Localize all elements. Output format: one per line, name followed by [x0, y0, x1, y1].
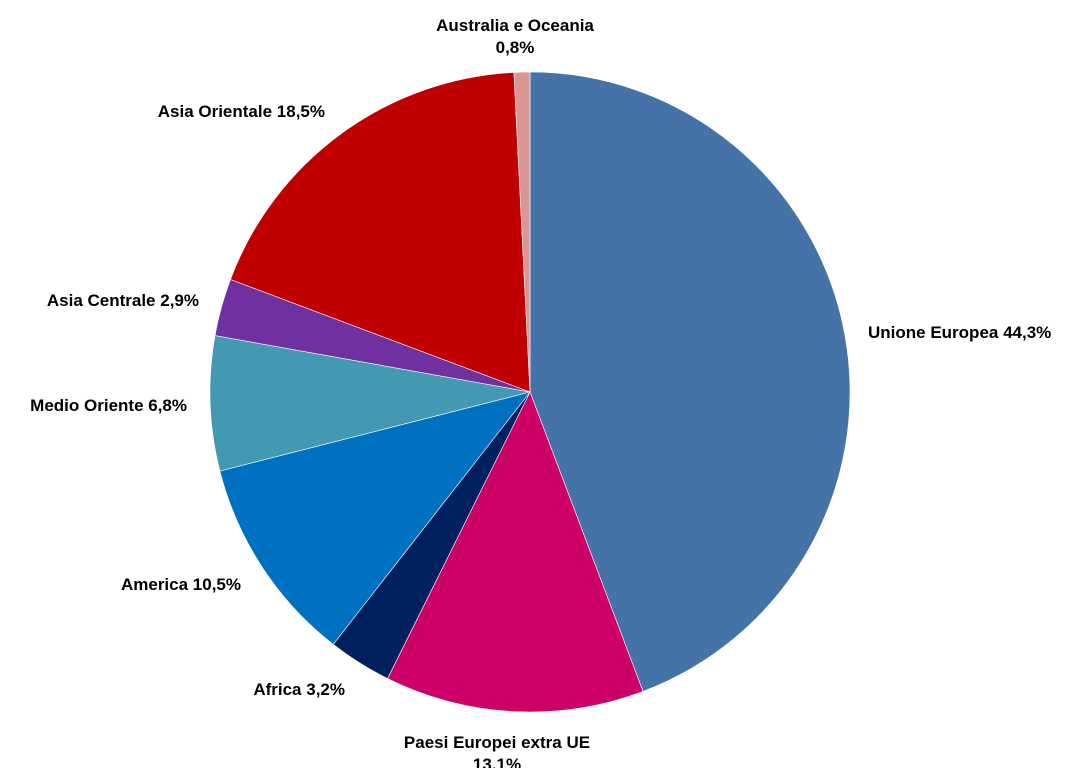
- pie-slice-america: [219, 391, 531, 645]
- slice-label-line: Paesi Europei extra UE: [404, 733, 590, 752]
- slice-label-unione-europea: Unione Europea 44,3%: [868, 323, 1051, 342]
- slice-label-line: Medio Oriente 6,8%: [30, 396, 187, 415]
- slice-label-line: Africa 3,2%: [253, 680, 345, 699]
- slice-label-asia-centrale: Asia Centrale 2,9%: [47, 291, 199, 310]
- slice-label-paesi-europei-extra-ue: Paesi Europei extra UE 13.1%: [404, 733, 590, 768]
- slice-label-medio-oriente: Medio Oriente 6,8%: [30, 396, 187, 415]
- slice-label-line: 0,8%: [496, 38, 535, 57]
- slice-label-line: America 10,5%: [121, 575, 241, 594]
- pie-slice-asia-orientale: [230, 72, 531, 393]
- slice-label-africa: Africa 3,2%: [253, 680, 345, 699]
- slice-label-australia-e-oceania: Australia e Oceania 0,8%: [436, 16, 594, 57]
- pie-slice-medio-oriente: [209, 335, 531, 472]
- slice-label-line: Asia Orientale 18,5%: [158, 102, 325, 121]
- slice-labels: Unione Europea 44,3% Paesi Europei extra …: [30, 16, 1051, 768]
- slice-label-america: America 10,5%: [121, 575, 241, 594]
- slice-label-line: Unione Europea 44,3%: [868, 323, 1051, 342]
- pie-slice-australia-e-oceania: [513, 71, 531, 393]
- pie-slices: [209, 71, 851, 713]
- slice-label-line: Asia Centrale 2,9%: [47, 291, 199, 310]
- slice-label-line: 13.1%: [473, 755, 521, 768]
- slice-label-line: Australia e Oceania: [436, 16, 594, 35]
- pie-slice-unione-europea: [529, 71, 851, 692]
- slice-label-asia-orientale: Asia Orientale 18,5%: [158, 102, 325, 121]
- pie-slice-paesi-europei-extra-ue: [387, 391, 644, 713]
